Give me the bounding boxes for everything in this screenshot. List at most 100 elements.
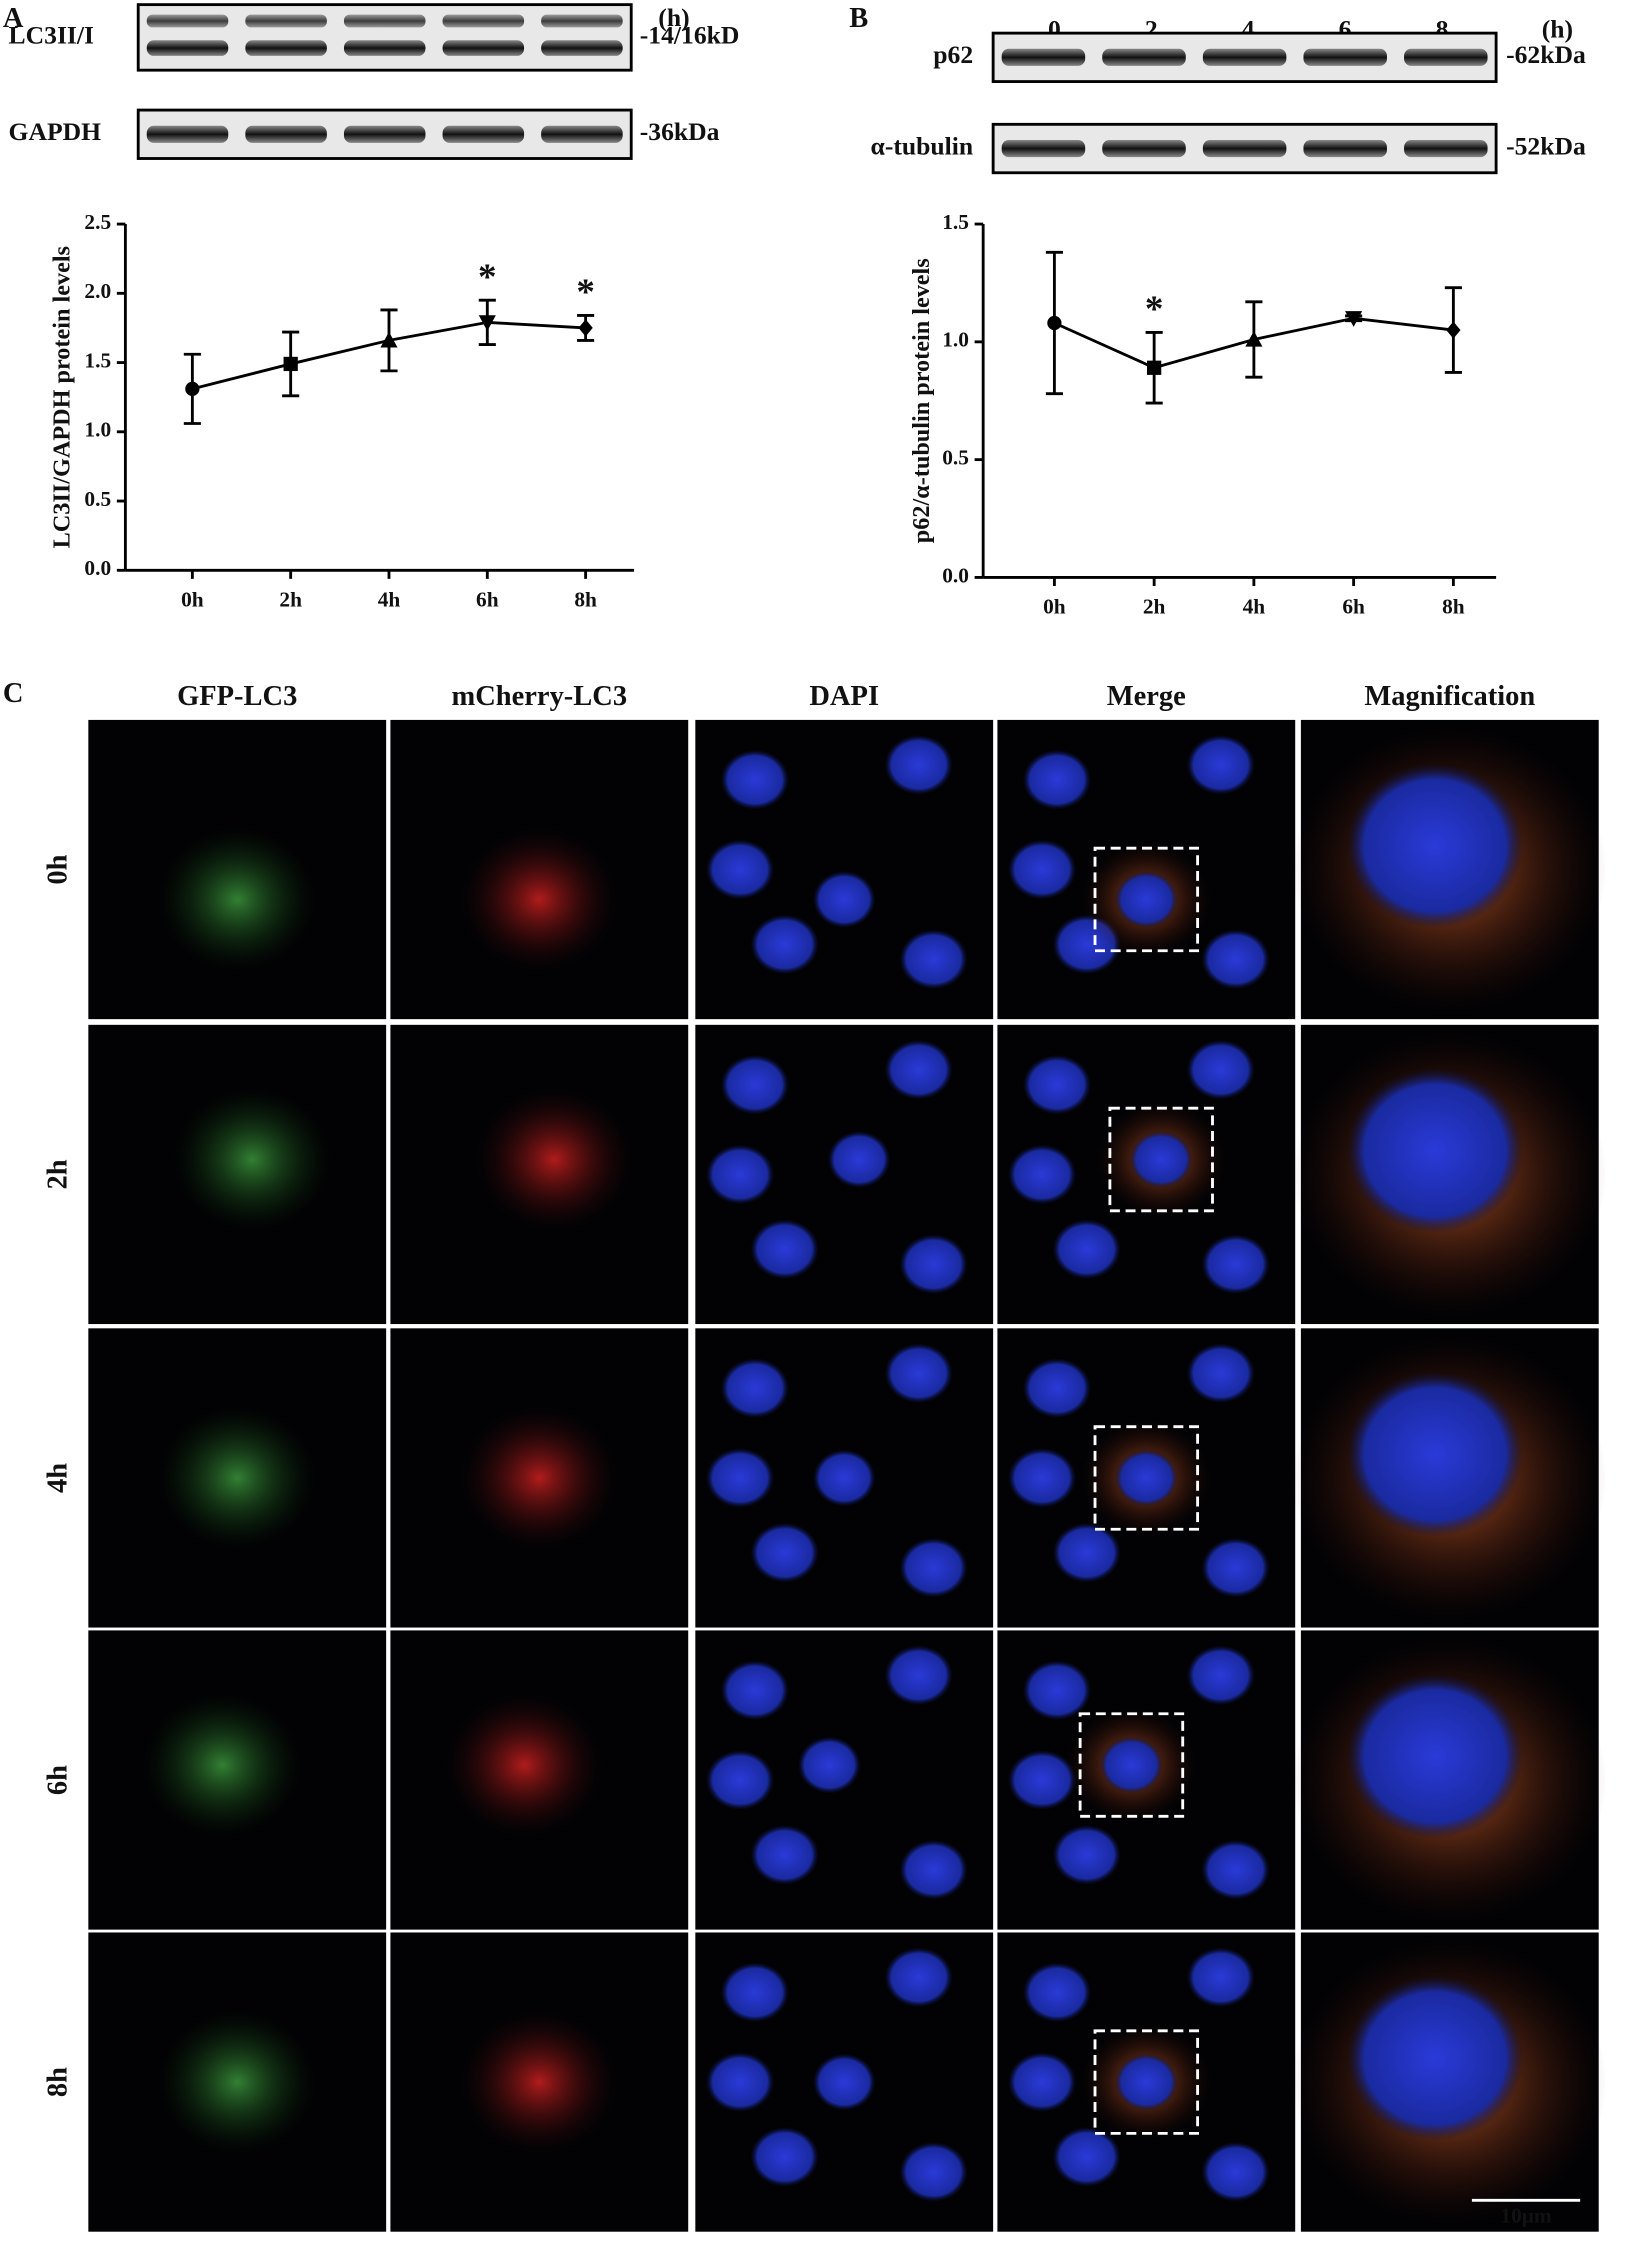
nucleus: [1129, 1130, 1193, 1188]
micrograph: [390, 1328, 689, 1628]
column-header: mCherry-LC3: [452, 681, 628, 712]
marker: [1345, 311, 1363, 327]
nucleus: [720, 1054, 790, 1115]
blot-band: [146, 40, 229, 56]
marker: [1147, 360, 1162, 375]
cell: [460, 2010, 618, 2154]
blot-band: [541, 14, 623, 28]
blot-band: [1404, 139, 1488, 158]
marker: [1245, 330, 1263, 347]
nucleus: [720, 1962, 790, 2023]
marker: [185, 381, 200, 396]
blot-band: [343, 40, 426, 56]
nucleus: [812, 2053, 876, 2111]
micrograph: [88, 1328, 387, 1628]
x-tick-label: 0h: [181, 588, 204, 612]
micrograph: [695, 1024, 994, 1325]
blot-frame: [136, 3, 633, 72]
blot-band: [1202, 139, 1287, 158]
panel-label: A: [3, 3, 24, 34]
nucleus: [1100, 1736, 1163, 1794]
y-axis-label: p62/α-tubulin protein levels: [908, 258, 935, 543]
column-header: Merge: [1107, 681, 1186, 712]
marker: [578, 319, 593, 337]
significance: *: [576, 272, 595, 313]
x-tick-label: 2h: [279, 588, 302, 612]
micrograph: [390, 1932, 689, 2232]
nucleus: [1022, 1962, 1092, 2023]
nucleus: [705, 839, 775, 900]
nucleus: [1114, 870, 1178, 928]
blot-unit: (h): [1542, 15, 1573, 44]
micrograph: [997, 1630, 1296, 1930]
nucleus: [899, 2141, 968, 2202]
y-tick-label: 1.5: [84, 348, 111, 372]
cell: [460, 828, 618, 971]
nucleus: [1007, 839, 1077, 900]
blot-label: GAPDH: [9, 117, 102, 146]
nucleus: [1052, 1522, 1121, 1583]
nucleus: [705, 1144, 775, 1205]
nucleus: [827, 1130, 891, 1188]
nucleus: [812, 870, 876, 928]
micrograph: [695, 1328, 994, 1628]
cell: [143, 1693, 301, 1837]
nucleus: [899, 1234, 968, 1295]
y-tick-label: 1.0: [942, 328, 969, 352]
blot-band: [1102, 48, 1186, 66]
row-label: 0h: [42, 854, 73, 884]
nucleus: [899, 929, 968, 990]
blot-band: [146, 125, 229, 143]
nucleus: [1186, 734, 1255, 795]
micrograph: [1293, 1328, 1607, 1628]
significance: *: [478, 257, 497, 298]
nucleus: [797, 1736, 861, 1794]
nucleus: [899, 1839, 968, 1900]
blot-size: -36kDa: [640, 117, 720, 146]
blot-band: [1202, 48, 1287, 66]
micrograph: [390, 1024, 689, 1325]
nucleus: [1052, 1219, 1121, 1280]
row-label: 4h: [42, 1463, 73, 1493]
nucleus: [705, 1448, 775, 1508]
blot-band: [1303, 48, 1387, 66]
nucleus: [1346, 1673, 1524, 1839]
nucleus: [750, 1522, 819, 1583]
blot-label: LC3II/I: [9, 20, 94, 49]
nucleus: [1346, 1371, 1524, 1537]
micrograph: [1293, 1630, 1607, 1930]
micrograph: [1293, 719, 1607, 1020]
nucleus: [750, 1219, 819, 1280]
nucleus: [1346, 1067, 1524, 1234]
nucleus: [1022, 1054, 1092, 1115]
nucleus: [812, 1449, 876, 1507]
nucleus: [884, 1645, 953, 1706]
cell: [158, 2010, 316, 2154]
x-tick-label: 2h: [1143, 595, 1166, 619]
nucleus: [705, 2052, 775, 2113]
blot-size: -52kDa: [1506, 131, 1586, 160]
nucleus: [750, 914, 819, 975]
x-tick-label: 8h: [1442, 595, 1465, 619]
nucleus: [1007, 1750, 1077, 1810]
nucleus: [884, 1343, 953, 1404]
micrograph: [88, 719, 387, 1020]
blot-band: [245, 40, 327, 56]
blot-unit: (h): [658, 3, 689, 32]
micrograph: [390, 1630, 689, 1930]
blot-band: [541, 125, 623, 143]
nucleus: [884, 1947, 953, 2008]
blot-band: [1303, 139, 1387, 158]
nucleus: [720, 1358, 790, 1419]
nucleus: [1186, 1947, 1255, 2008]
y-tick-label: 1.0: [84, 418, 111, 442]
nucleus: [720, 749, 790, 810]
blot-band: [245, 14, 327, 28]
y-tick-label: 2.5: [84, 210, 111, 234]
blot-band: [1102, 139, 1186, 158]
x-tick-label: 6h: [1342, 595, 1365, 619]
x-tick-label: 4h: [1243, 595, 1266, 619]
blot-band: [541, 40, 623, 56]
nucleus: [1114, 2053, 1178, 2111]
